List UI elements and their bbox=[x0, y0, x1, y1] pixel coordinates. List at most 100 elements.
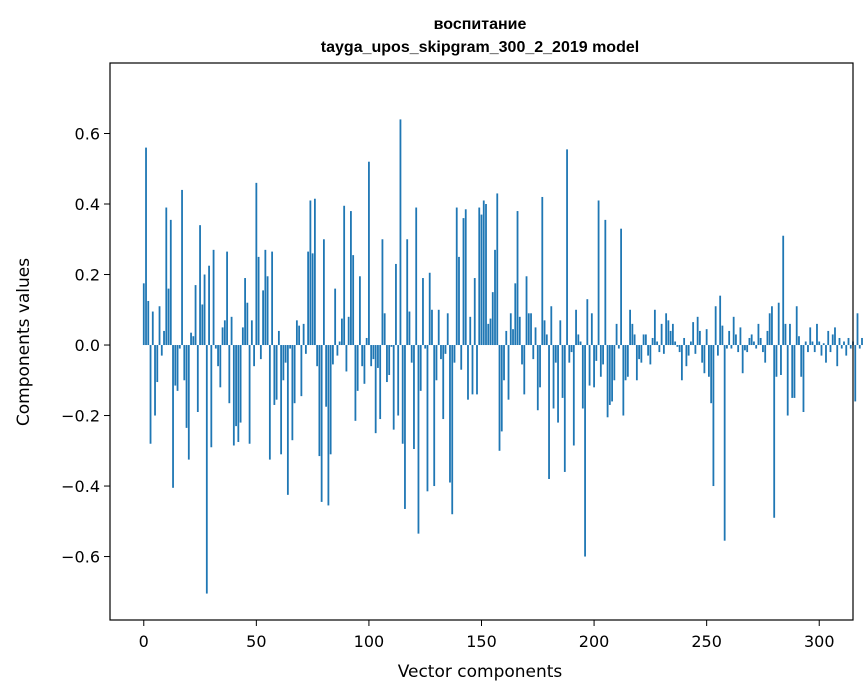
bar bbox=[289, 345, 292, 349]
bar bbox=[383, 313, 386, 346]
bar bbox=[295, 320, 298, 346]
bar bbox=[237, 345, 240, 442]
bar bbox=[241, 327, 244, 346]
bar bbox=[460, 345, 463, 370]
bar bbox=[759, 337, 762, 346]
bar bbox=[201, 304, 204, 346]
bar bbox=[604, 219, 607, 346]
bar bbox=[723, 345, 726, 541]
bar bbox=[717, 345, 719, 356]
bar bbox=[415, 207, 418, 346]
bar bbox=[482, 200, 485, 346]
bar bbox=[597, 200, 600, 346]
bar bbox=[379, 345, 382, 420]
bar bbox=[239, 345, 242, 423]
bar bbox=[633, 334, 636, 346]
bar bbox=[726, 345, 728, 349]
bar bbox=[300, 345, 303, 397]
bar bbox=[221, 327, 224, 346]
bar bbox=[232, 345, 235, 446]
bar bbox=[392, 345, 395, 430]
bar bbox=[467, 345, 469, 400]
bar bbox=[656, 341, 659, 346]
bar bbox=[516, 211, 519, 346]
bar bbox=[255, 182, 258, 346]
bar bbox=[489, 318, 492, 346]
bar bbox=[431, 309, 433, 346]
bar bbox=[390, 345, 393, 347]
bar bbox=[446, 313, 449, 346]
bar bbox=[575, 309, 577, 346]
bar bbox=[642, 334, 645, 346]
bar bbox=[662, 345, 665, 354]
bar bbox=[338, 341, 341, 346]
bar bbox=[804, 341, 807, 346]
bar bbox=[624, 345, 627, 381]
bar bbox=[386, 345, 388, 383]
bar bbox=[313, 198, 316, 346]
bar bbox=[341, 318, 343, 346]
bar bbox=[703, 345, 706, 374]
bar bbox=[257, 256, 260, 346]
bar bbox=[478, 207, 481, 346]
bar bbox=[284, 345, 287, 363]
bar bbox=[196, 345, 199, 413]
bar bbox=[419, 345, 422, 391]
bar bbox=[304, 345, 307, 354]
bar bbox=[521, 345, 523, 365]
bar bbox=[181, 189, 183, 346]
bar bbox=[417, 345, 420, 534]
bar bbox=[847, 337, 850, 346]
bar bbox=[757, 323, 760, 346]
bar bbox=[485, 204, 487, 346]
bar bbox=[167, 288, 170, 346]
y-tick-label: 0.0 bbox=[75, 336, 100, 355]
bar bbox=[172, 345, 174, 488]
bar bbox=[165, 207, 168, 346]
bar bbox=[712, 345, 715, 487]
bar bbox=[248, 345, 251, 444]
bar bbox=[780, 345, 782, 375]
bar bbox=[764, 345, 767, 363]
bar bbox=[424, 345, 427, 349]
bar bbox=[246, 302, 249, 346]
bar bbox=[831, 334, 834, 346]
bar bbox=[676, 345, 679, 347]
bar bbox=[615, 323, 618, 346]
bar bbox=[422, 278, 424, 346]
bar bbox=[620, 228, 622, 346]
bar bbox=[536, 345, 539, 411]
bar bbox=[539, 345, 541, 388]
bar bbox=[822, 343, 825, 346]
bar bbox=[728, 330, 731, 346]
bar bbox=[744, 345, 746, 351]
bar bbox=[228, 345, 231, 404]
bar bbox=[820, 345, 823, 356]
bar bbox=[807, 345, 809, 353]
bar bbox=[325, 345, 328, 407]
bar bbox=[530, 313, 532, 346]
bar bbox=[307, 251, 310, 346]
bar bbox=[534, 327, 537, 346]
bar bbox=[518, 316, 521, 346]
bar bbox=[595, 345, 598, 361]
bar bbox=[194, 285, 197, 346]
bar bbox=[377, 345, 379, 368]
bar bbox=[586, 299, 589, 346]
bar bbox=[347, 316, 350, 346]
bar bbox=[714, 306, 717, 346]
bar bbox=[827, 330, 830, 346]
bar bbox=[230, 316, 233, 346]
bar bbox=[561, 345, 564, 398]
bar bbox=[318, 345, 321, 457]
bar bbox=[219, 345, 222, 388]
y-tick-label: −0.4 bbox=[61, 477, 100, 496]
bar bbox=[462, 218, 465, 346]
bar bbox=[212, 249, 215, 346]
bar bbox=[464, 209, 467, 346]
bar bbox=[829, 345, 832, 353]
bar bbox=[840, 345, 843, 349]
bar bbox=[791, 345, 794, 398]
bar bbox=[491, 292, 494, 346]
